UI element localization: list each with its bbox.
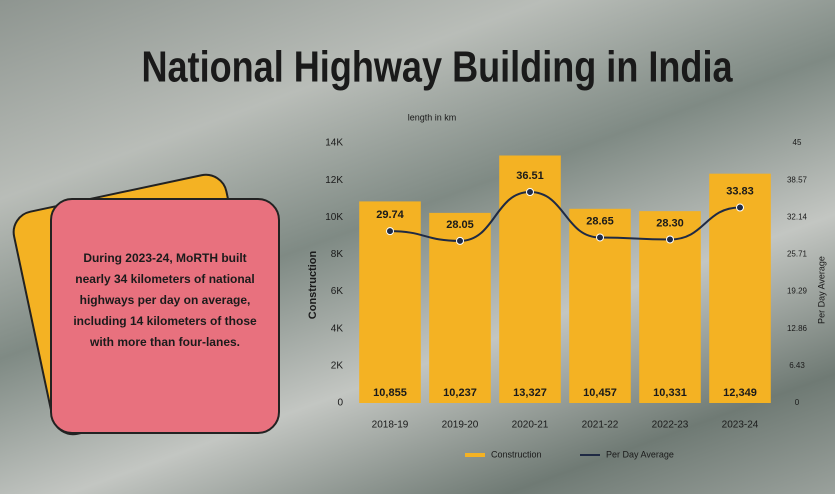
y2-tick-label: 25.71: [787, 250, 808, 259]
line-value-label: 29.74: [376, 209, 404, 221]
x-tick-label: 2023-24: [722, 420, 759, 431]
bar-value-label: 10,855: [373, 387, 407, 399]
line-value-label: 36.51: [516, 170, 544, 182]
annotation-card: During 2023-24, MoRTH built nearly 34 ki…: [50, 198, 280, 434]
annotation-text: During 2023-24, MoRTH built nearly 34 ki…: [73, 251, 257, 349]
bar-value-label: 10,331: [653, 387, 687, 399]
y2-tick-label: 12.86: [787, 324, 808, 333]
y2-tick-label: 32.14: [787, 212, 808, 221]
line-value-label: 28.05: [446, 219, 474, 231]
legend-label: Construction: [491, 449, 542, 459]
line-point: [736, 203, 744, 212]
chart-title: National Highway Building in India: [141, 42, 733, 91]
legend-label: Per Day Average: [606, 449, 674, 459]
chart-subtitle: length in km: [408, 112, 457, 122]
y-tick-label: 10K: [325, 212, 343, 223]
y2-tick-label: 38.57: [787, 175, 808, 184]
line-point: [456, 236, 464, 245]
line-value-label: 28.65: [586, 215, 614, 227]
line-point: [666, 235, 674, 244]
bar-value-label: 13,327: [513, 387, 547, 399]
bar-value-label: 10,457: [583, 387, 617, 399]
y-tick-label: 12K: [325, 175, 343, 186]
line-point: [386, 227, 394, 236]
y-tick-label: 4K: [331, 323, 344, 334]
y-tick-label: 0: [337, 398, 343, 409]
y-tick-label: 2K: [331, 360, 344, 371]
y-tick-label: 14K: [325, 138, 343, 149]
bar-value-label: 12,349: [723, 387, 757, 399]
x-tick-label: 2022-23: [652, 420, 689, 431]
line-point: [526, 188, 534, 197]
line-point: [596, 233, 604, 242]
y2-tick-label: 6.43: [789, 361, 805, 370]
y-tick-label: 6K: [331, 286, 344, 297]
x-tick-label: 2021-22: [582, 420, 619, 431]
x-tick-label: 2019-20: [442, 420, 479, 431]
bar: [499, 155, 561, 403]
bar-value-label: 10,237: [443, 387, 477, 399]
x-tick-label: 2020-21: [512, 420, 549, 431]
line-value-label: 33.83: [726, 185, 754, 197]
y2-tick-label: 0: [795, 398, 800, 407]
y2-axis-label: Per Day Average: [816, 256, 826, 324]
y2-tick-label: 45: [793, 138, 802, 147]
y-axis-label: Construction: [307, 251, 319, 320]
y-tick-label: 8K: [331, 249, 344, 260]
y2-tick-label: 19.29: [787, 287, 808, 296]
line-value-label: 28.30: [656, 217, 684, 229]
x-tick-label: 2018-19: [372, 420, 409, 431]
